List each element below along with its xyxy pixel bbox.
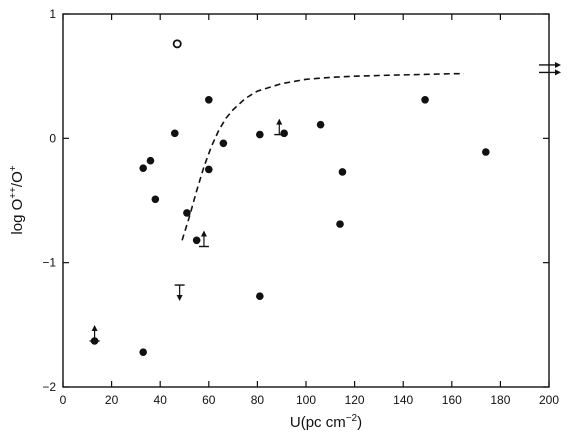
x-tick-label: 200 bbox=[539, 393, 559, 407]
right-arrow-icon bbox=[555, 61, 561, 68]
data-point bbox=[336, 220, 344, 228]
axis-ticks bbox=[62, 13, 550, 388]
data-point bbox=[139, 348, 147, 356]
x-tick-label: 100 bbox=[296, 393, 316, 407]
x-tick-label: 180 bbox=[490, 393, 510, 407]
data-marks bbox=[90, 39, 490, 356]
x-tick-label: 40 bbox=[154, 393, 168, 407]
x-tick-label: 20 bbox=[105, 393, 119, 407]
data-point bbox=[151, 195, 160, 204]
x-tick-labels: 0 20 40 60 80 100 120 140 160 180 200 bbox=[60, 393, 560, 407]
data-point bbox=[280, 129, 288, 138]
data-point bbox=[421, 95, 429, 104]
x-tick-label: 160 bbox=[442, 393, 462, 407]
y-tick-label: −1 bbox=[42, 256, 56, 270]
data-point bbox=[192, 236, 201, 245]
y-axis-label: log O++/O+ bbox=[8, 165, 26, 234]
up-arrow-icon bbox=[91, 324, 98, 331]
offscale-arrows bbox=[539, 61, 561, 76]
data-point bbox=[205, 95, 213, 104]
data-point bbox=[170, 129, 179, 138]
y-tick-label: 1 bbox=[49, 7, 56, 21]
y-tick-labels: 1 0 −1 −2 bbox=[42, 7, 56, 394]
data-point bbox=[256, 292, 264, 301]
data-point bbox=[338, 168, 347, 176]
x-axis-label: U(pc cm−2) bbox=[290, 413, 362, 431]
data-point bbox=[146, 156, 155, 165]
data-point bbox=[219, 139, 228, 148]
data-point bbox=[205, 165, 213, 174]
limit-markers bbox=[89, 118, 285, 342]
data-point bbox=[316, 120, 325, 129]
down-arrow-icon bbox=[176, 295, 183, 302]
x-tick-label: 140 bbox=[393, 393, 413, 407]
data-point bbox=[256, 130, 264, 139]
up-arrow-icon bbox=[200, 230, 207, 237]
up-arrow-icon bbox=[276, 118, 283, 125]
data-point bbox=[139, 164, 147, 172]
x-tick-label: 80 bbox=[251, 393, 265, 407]
open-data-point bbox=[172, 39, 182, 49]
x-tick-label: 0 bbox=[60, 393, 67, 407]
plot-frame bbox=[62, 13, 550, 388]
y-tick-label: −2 bbox=[42, 380, 56, 394]
dashed-curve bbox=[181, 72, 464, 241]
y-tick-label: 0 bbox=[49, 131, 56, 145]
data-point bbox=[183, 209, 191, 217]
x-tick-label: 120 bbox=[345, 393, 365, 407]
data-point bbox=[482, 148, 490, 156]
x-tick-label: 60 bbox=[202, 393, 216, 407]
right-arrow-icon bbox=[555, 69, 561, 76]
